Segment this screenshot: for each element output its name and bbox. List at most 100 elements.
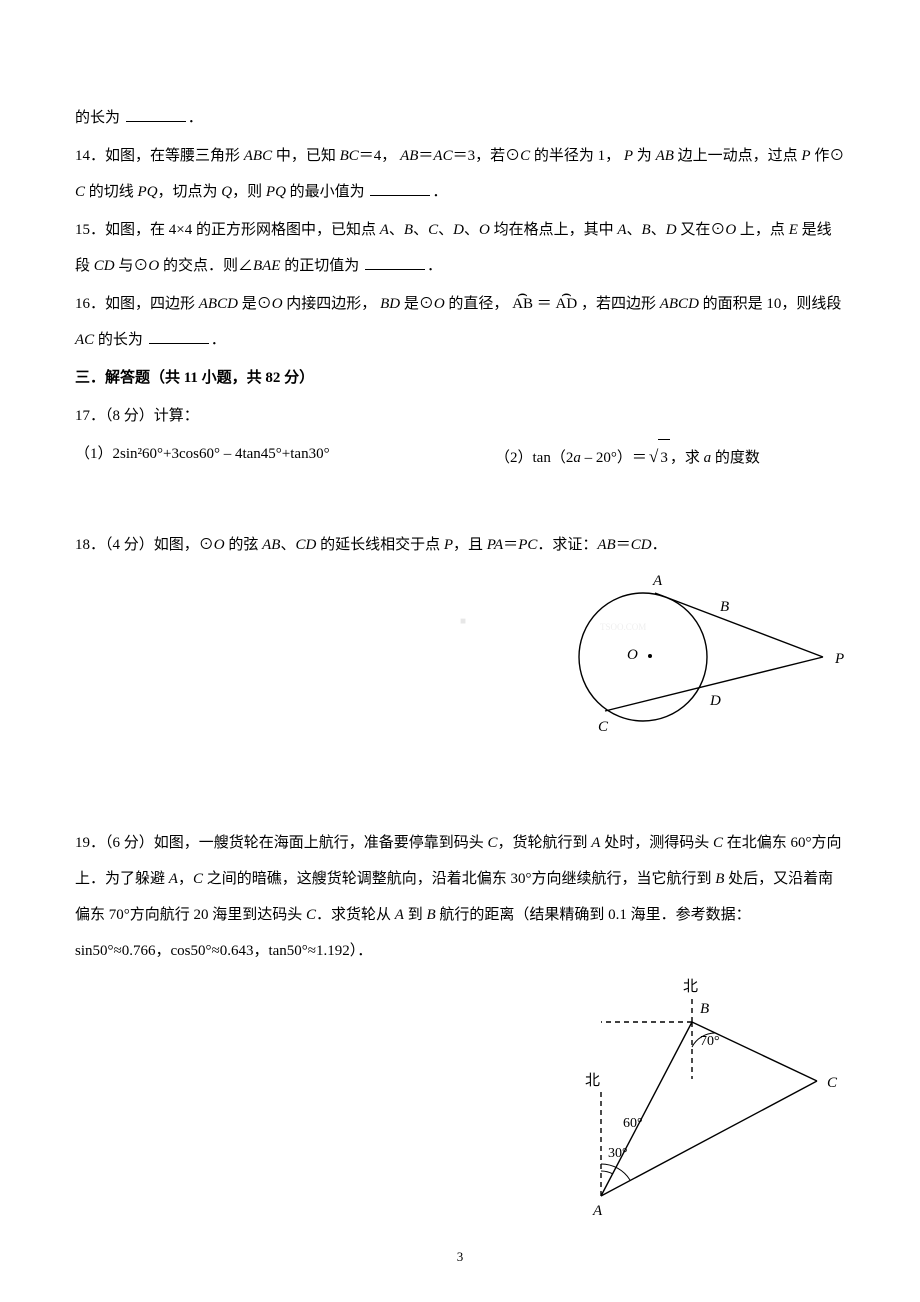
q15-t4: 又在⊙ [680,222,725,238]
figure-18-container: ABOPDC [75,571,845,755]
q19-a2: A [169,871,178,887]
q15-s4: 、 [464,222,479,238]
q17-parts: （1）2sin²60°+3cos60° – 4tan45°+tan30° （2）… [75,436,845,477]
q15-blank [365,255,425,270]
svg-text:北: 北 [585,1072,600,1089]
watermark-2: TSOO.COM [600,617,646,639]
q14-t10: 的最小值为 [290,184,365,200]
q14-blank [370,181,430,196]
q15-s2: 、 [413,222,428,238]
q14-eq2: ＝ [418,148,433,164]
q18-t4: 的延长线相交于点 [320,537,440,553]
q15-d: D [453,222,464,238]
q15-t5: 上，点 [740,222,785,238]
svg-text:C: C [598,719,609,735]
q16-arc-ad-txt: AD [556,296,578,312]
q14-t9: ，则 [232,184,262,200]
q16-bd: BD [380,296,400,312]
spacer-2 [75,755,845,825]
q16-t5: 的直径， [448,296,508,312]
q19: 19．（6 分）如图，一艘货轮在海面上航行，准备要停靠到码头 C ，货轮航行到 A… [75,825,845,969]
q15-o3: O [148,258,159,274]
figure-19-container: BCA北北70°60°30° [75,977,845,1241]
sqrt-arg: 3 [658,439,670,476]
section3-heading: 三．解答题（共 11 小题，共 82 分） [75,360,845,396]
q18-o: O [214,537,225,553]
q15-b2: B [642,222,651,238]
q16: 16．如图，四边形 ABCD 是⊙O 内接四边形， BD 是⊙O 的直径， AB… [75,286,845,358]
svg-text:O: O [627,647,638,663]
q19-a3: A [395,907,404,923]
q15-s1: 、 [389,222,404,238]
q19-t1: 19．（6 分）如图，一艘货轮在海面上航行，准备要停靠到码头 [75,835,484,851]
q16-t4: 是⊙ [404,296,434,312]
q18-t2: 的弦 [228,537,258,553]
q16-t3: 内接四边形， [286,296,376,312]
q18: 18．（4 分）如图，⊙O 的弦 AB、CD 的延长线相交于点 P，且 PA＝P… [75,527,845,563]
q15-bae: BAE [253,258,281,274]
q16-arc-ab-txt: AB [512,296,533,312]
q14-t8: ，切点为 [158,184,218,200]
q15-s6: 、 [651,222,666,238]
q14-ab2: AB [656,148,674,164]
q18-pc: PC [518,537,537,553]
q19-c2: C [713,835,723,851]
spacer-1 [75,477,845,527]
q19-b: B [715,871,724,887]
q16-t2: 是⊙ [242,296,272,312]
q18-period: ． [652,537,667,553]
q17-p1-label: （1） [75,446,113,462]
q14-ac: AC [433,148,452,164]
sqrt-symbol: √ [649,447,658,466]
figure-18: ABOPDC [555,571,845,741]
q14-abc: ABC [244,148,272,164]
q16-arc-ad: AD [556,286,578,322]
q18-cd2: CD [631,537,652,553]
svg-text:C: C [827,1075,838,1091]
q18-ab2: AB [597,537,615,553]
q18-cd: CD [295,537,316,553]
q16-ac: AC [75,332,94,348]
q14-p: P [624,148,633,164]
q14: 14．如图，在等腰三角形 ABC 中，已知 BC＝4， AB＝AC＝3，若⊙C … [75,138,845,210]
q17-p1-expr: 2sin²60°+3cos60° – 4tan45°+tan30° [113,446,330,462]
q17-part1: （1）2sin²60°+3cos60° – 4tan45°+tan30° [75,436,495,477]
q17-p2-pre: tan（2 [533,450,574,466]
q15-t1: 15．如图，在 4×4 的正方形网格图中，已知点 [75,222,376,238]
q15-e: E [789,222,798,238]
page-number: 3 [0,1241,920,1272]
q13-text: 的长为 [75,110,120,126]
q17-header: 17．（8 分）计算： [75,398,845,434]
q19-b2: B [426,907,435,923]
q17-p2-label: （2） [495,450,533,466]
q14-t4: 为 [637,148,652,164]
q14-t7: 的切线 [89,184,134,200]
q18-t5: ，且 [453,537,483,553]
q19-t2: ，货轮航行到 [498,835,588,851]
q16-abcd: ABCD [199,296,238,312]
q18-p: P [444,537,453,553]
q15-s3: 、 [438,222,453,238]
q16-eq: ＝ [537,296,552,312]
q18-pa: PA [487,537,503,553]
q15-a: A [380,222,389,238]
q17-p2-var: a [573,450,581,466]
q15-o: O [479,222,490,238]
figure-19: BCA北北70°60°30° [545,977,845,1227]
q14-bc: BC [340,148,359,164]
q14-c: C [520,148,530,164]
q14-t1: 14．如图，在等腰三角形 [75,148,240,164]
q17-part2: （2）tan（2a – 20°）＝√3，求 a 的度数 [495,436,845,477]
q15-o2: O [725,222,736,238]
q16-t8: 的长为 [98,332,143,348]
q19-t6: 之间的暗礁，这艘货轮调整航向，沿着北偏东 30°方向继续航行，当它航行到 [207,871,712,887]
q15-t8: 的交点．则∠ [163,258,253,274]
q15: 15．如图，在 4×4 的正方形网格图中，已知点 A、B、C、D、O 均在格点上… [75,212,845,284]
q14-t3: 的半径为 1， [534,148,620,164]
q15-d2: D [666,222,677,238]
q15-t7: 与⊙ [118,258,148,274]
q19-t5: ， [178,871,193,887]
q19-c3: C [193,871,203,887]
q13-tail: 的长为 ． [75,100,845,136]
q15-b: B [404,222,413,238]
